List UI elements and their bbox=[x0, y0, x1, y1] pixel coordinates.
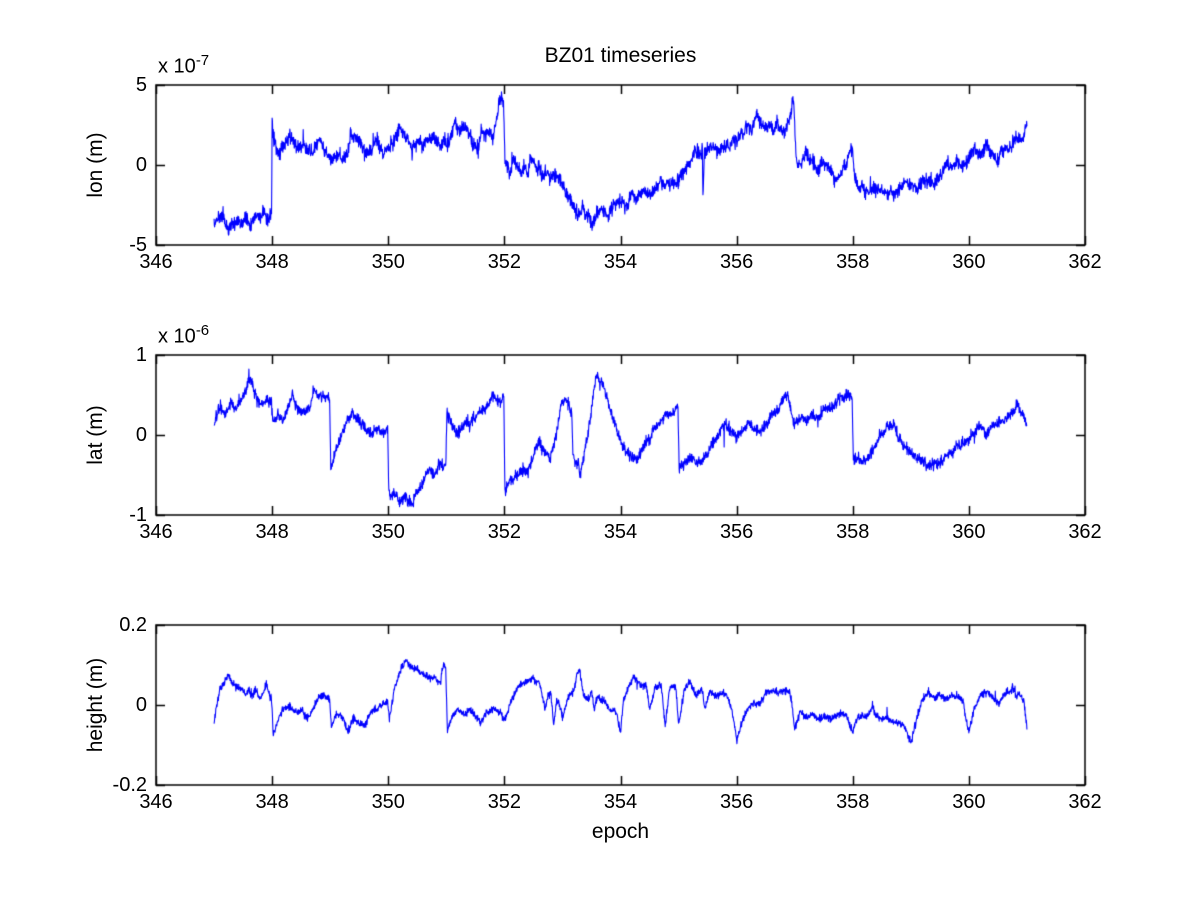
x-tick-label: 356 bbox=[719, 251, 754, 273]
y-tick-label: 0 bbox=[135, 424, 147, 446]
y-tick-label: -5 bbox=[129, 234, 147, 256]
x-tick-label: 346 bbox=[139, 791, 173, 813]
x-tick-label: 346 bbox=[139, 251, 173, 273]
x-tick-label: 348 bbox=[255, 791, 289, 813]
figure-title: BZ01 timeseries bbox=[544, 44, 697, 67]
x-tick-label: 352 bbox=[487, 521, 522, 543]
x-tick-label: 348 bbox=[255, 251, 289, 273]
x-tick-label: 360 bbox=[952, 521, 986, 543]
x-tick-label: 350 bbox=[371, 521, 405, 543]
x-tick-label: 356 bbox=[719, 791, 754, 813]
lat-exponent-prefix: x 10 bbox=[158, 325, 196, 348]
x-tick-label: 346 bbox=[139, 521, 173, 543]
x-tick-label: 356 bbox=[719, 521, 754, 543]
x-tick-label: 350 bbox=[371, 791, 405, 813]
y-tick-label: 5 bbox=[135, 74, 147, 96]
x-tick-label: 362 bbox=[1068, 521, 1102, 543]
x-tick-label: 360 bbox=[952, 251, 986, 273]
x-tick-label: 354 bbox=[603, 521, 638, 543]
x-tick-label: 352 bbox=[487, 791, 522, 813]
y-tick-label: -1 bbox=[129, 504, 147, 526]
lon-exponent-label: x 10-7 bbox=[158, 52, 209, 79]
x-tick-label: 350 bbox=[371, 251, 405, 273]
x-tick-label: 354 bbox=[603, 251, 638, 273]
lon-exponent-prefix: x 10 bbox=[158, 55, 196, 78]
lat-exponent-value: -6 bbox=[195, 322, 210, 339]
x-tick-label: 348 bbox=[255, 521, 289, 543]
x-tick-label: 358 bbox=[836, 251, 870, 273]
lat-exponent-label: x 10-6 bbox=[158, 322, 209, 349]
y-tick-label: 1 bbox=[135, 344, 147, 366]
x-tick-label: 354 bbox=[603, 791, 638, 813]
x-axis-label: epoch bbox=[591, 820, 650, 843]
y-tick-label: 0.2 bbox=[119, 614, 147, 636]
lon-exponent-value: -7 bbox=[195, 52, 210, 69]
x-tick-label: 362 bbox=[1068, 791, 1102, 813]
y-tick-label: 0 bbox=[135, 154, 147, 176]
x-tick-label: 362 bbox=[1068, 251, 1102, 273]
y-tick-label: -0.2 bbox=[112, 774, 147, 796]
y-tick-label: 0 bbox=[135, 694, 147, 716]
x-tick-label: 358 bbox=[836, 791, 870, 813]
x-tick-label: 360 bbox=[952, 791, 986, 813]
x-tick-label: 352 bbox=[487, 251, 522, 273]
x-tick-label: 358 bbox=[836, 521, 870, 543]
